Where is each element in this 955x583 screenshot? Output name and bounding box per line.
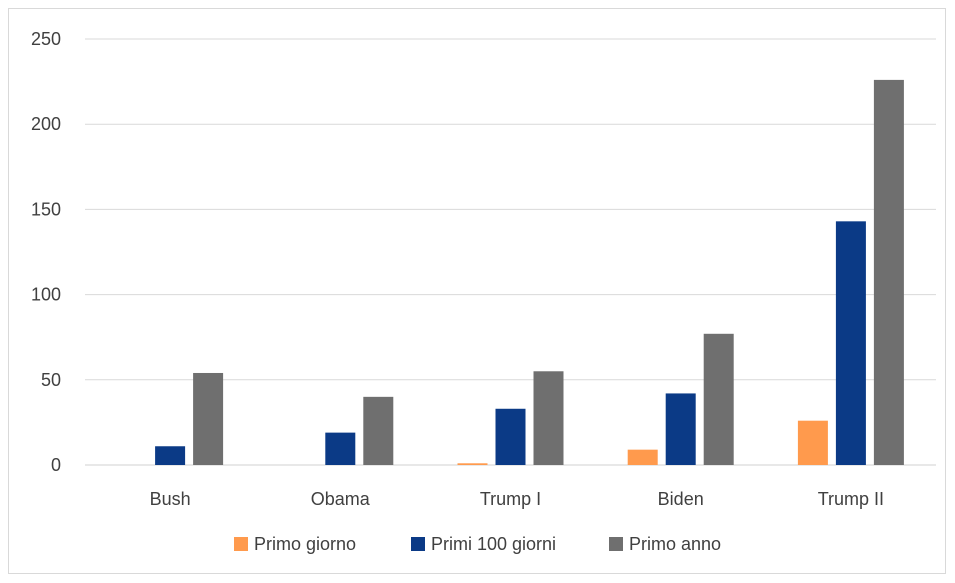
x-tick-label: Obama xyxy=(311,489,371,509)
bar xyxy=(155,446,186,465)
bar xyxy=(533,371,564,465)
legend-label: Primi 100 giorni xyxy=(431,534,556,554)
legend-swatch xyxy=(609,537,623,551)
x-tick-label: Biden xyxy=(658,489,704,509)
bar xyxy=(627,449,658,465)
legend-swatch xyxy=(234,537,248,551)
bar xyxy=(363,396,394,465)
y-tick-label: 50 xyxy=(41,370,61,390)
bar xyxy=(703,333,734,465)
y-tick-label: 200 xyxy=(31,114,61,134)
chart-area xyxy=(8,8,946,574)
y-tick-label: 100 xyxy=(31,285,61,305)
bar xyxy=(797,420,828,465)
bar xyxy=(835,221,866,465)
legend-label: Primo giorno xyxy=(254,534,356,554)
bar xyxy=(495,408,526,465)
x-tick-label: Trump II xyxy=(818,489,884,509)
legend-label: Primo anno xyxy=(629,534,721,554)
y-tick-label: 250 xyxy=(31,29,61,49)
bar xyxy=(325,432,356,465)
x-tick-label: Bush xyxy=(150,489,191,509)
bar xyxy=(873,79,904,466)
y-tick-label: 150 xyxy=(31,199,61,219)
x-tick-label: Trump I xyxy=(480,489,541,509)
bar xyxy=(193,372,224,465)
legend-swatch xyxy=(411,537,425,551)
bar xyxy=(457,463,488,465)
y-tick-label: 0 xyxy=(51,455,61,475)
bar xyxy=(665,393,696,465)
